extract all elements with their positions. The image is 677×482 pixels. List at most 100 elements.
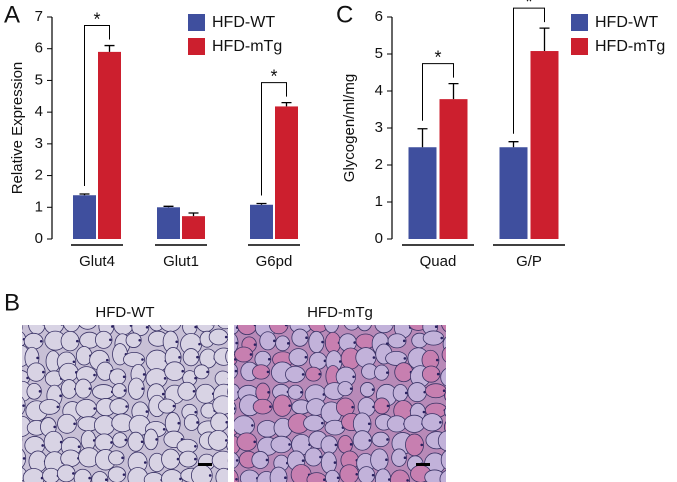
nucleus — [88, 387, 92, 390]
nucleus — [208, 474, 212, 477]
cell — [357, 325, 372, 332]
cell — [91, 471, 109, 482]
significance-star: * — [434, 47, 441, 67]
significance-star: * — [525, 0, 532, 12]
cell — [159, 325, 182, 332]
nucleus — [122, 375, 126, 379]
cell — [63, 325, 81, 333]
cell — [444, 421, 446, 434]
nucleus — [284, 476, 287, 479]
legend-label: HFD-WT — [595, 14, 658, 31]
cell — [444, 391, 446, 401]
nucleus — [453, 440, 456, 443]
nucleus — [351, 405, 354, 409]
bar — [408, 147, 437, 239]
significance-star: * — [93, 9, 100, 29]
nucleus — [368, 439, 372, 442]
y-tick-label: 1 — [375, 193, 383, 210]
micrograph — [234, 321, 460, 482]
nucleus — [349, 387, 353, 390]
scale-bar — [416, 463, 430, 466]
nucleus — [251, 424, 254, 427]
nucleus — [36, 356, 39, 360]
nucleus — [162, 427, 166, 431]
y-tick-label: 2 — [35, 167, 43, 184]
error-bar — [417, 128, 428, 148]
cell — [441, 325, 446, 332]
cell — [74, 378, 92, 399]
nucleus — [301, 373, 305, 376]
cell — [291, 328, 309, 347]
error-bar — [448, 82, 459, 100]
nucleus — [234, 407, 236, 410]
y-tick-label: 3 — [35, 135, 43, 152]
nucleus — [386, 404, 390, 408]
nucleus — [333, 461, 337, 464]
nucleus — [231, 319, 234, 322]
nucleus — [235, 478, 238, 481]
cell — [374, 325, 394, 334]
nucleus — [26, 376, 29, 380]
y-tick-label: 0 — [375, 230, 383, 247]
nucleus — [177, 421, 181, 425]
cell — [275, 335, 291, 352]
nucleus — [385, 458, 388, 462]
cell — [374, 364, 390, 381]
nucleus — [194, 457, 197, 461]
cell — [208, 328, 228, 346]
nucleus — [211, 325, 214, 326]
nucleus — [145, 410, 149, 413]
nucleus — [194, 325, 197, 329]
nucleus — [140, 440, 144, 444]
significance-bracket — [513, 7, 545, 134]
nucleus — [334, 443, 338, 447]
cell — [73, 468, 92, 482]
nucleus — [456, 353, 459, 356]
cell — [193, 364, 210, 380]
nucleus — [60, 325, 63, 326]
nucleus — [369, 321, 372, 324]
nucleus — [88, 476, 91, 480]
bar — [275, 106, 298, 239]
nucleus — [249, 353, 253, 356]
nucleus — [404, 391, 408, 395]
nucleus — [403, 357, 407, 360]
nucleus — [457, 376, 460, 379]
nucleus — [267, 357, 271, 361]
nucleus — [454, 321, 457, 324]
cell — [125, 332, 142, 348]
nucleus — [206, 370, 209, 374]
nucleus — [371, 473, 375, 477]
nucleus — [121, 456, 124, 460]
nucleus — [178, 356, 181, 359]
nucleus — [155, 438, 158, 441]
nucleus — [39, 339, 43, 343]
nucleus — [77, 445, 81, 448]
nucleus — [192, 389, 196, 393]
error-bar — [79, 193, 90, 196]
nucleus — [109, 338, 112, 342]
nucleus — [138, 338, 142, 342]
cell — [164, 361, 186, 382]
cell — [22, 437, 23, 442]
y-tick-label: 1 — [35, 198, 43, 215]
error-bar — [188, 212, 199, 217]
cell — [226, 441, 228, 451]
nucleus — [230, 404, 233, 407]
cell — [359, 382, 375, 398]
cell — [441, 346, 446, 363]
legend-swatch — [188, 14, 205, 31]
legend-label: HFD-WT — [212, 14, 275, 31]
y-tick-label: 5 — [375, 45, 383, 62]
nucleus — [110, 441, 113, 444]
nucleus — [355, 472, 359, 476]
nucleus — [196, 421, 199, 424]
cell — [343, 325, 360, 331]
y-tick-label: 6 — [35, 40, 43, 57]
nucleus — [230, 355, 233, 358]
legend-swatch — [188, 38, 205, 55]
y-tick-label: 3 — [375, 119, 383, 136]
nucleus — [172, 404, 176, 408]
cell — [357, 466, 376, 482]
nucleus — [123, 389, 127, 392]
